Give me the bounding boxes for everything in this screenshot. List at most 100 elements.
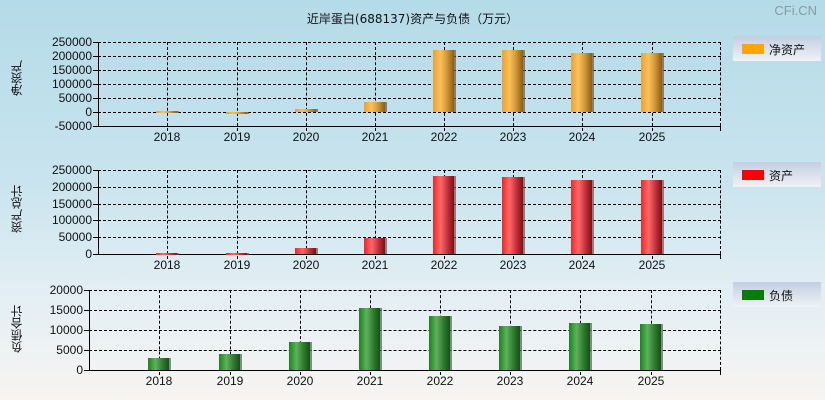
plot-frame-top [98, 170, 721, 171]
net-assets-bar-2021[interactable] [364, 102, 385, 112]
x-axis-line [98, 126, 721, 127]
y-tick-label: 50000 [58, 91, 92, 105]
y-axis-line [89, 290, 90, 370]
gridline-vertical [167, 42, 168, 131]
net-assets-bar-2023[interactable] [502, 50, 523, 112]
total-assets-bar-2019[interactable] [226, 252, 247, 255]
y-tick-label: 5000 [56, 343, 83, 357]
legend-label: 资产 [769, 169, 794, 183]
total-assets-bar-2025[interactable] [641, 180, 662, 254]
total-assets-plot-area [98, 170, 721, 259]
y-tick-label: 150000 [51, 196, 92, 211]
x-axis-end-tick [720, 126, 721, 131]
legend-label: 负债 [769, 289, 794, 303]
x-tick-label: 2018 [153, 130, 181, 144]
y-tick-mark [84, 310, 89, 311]
net-assets-bar-2020[interactable] [295, 109, 316, 112]
y-tick-mark [93, 112, 98, 113]
total-liabilities-plot-area [89, 290, 721, 375]
gridline-vertical [375, 170, 376, 259]
y-tick-mark [93, 42, 98, 43]
x-tick-label: 2022 [430, 258, 458, 272]
gridline-vertical [375, 42, 376, 131]
x-tick-label: 2023 [499, 258, 527, 272]
gridline-vertical [237, 42, 238, 131]
y-tick-label: 0 [76, 363, 83, 377]
gridline-vertical [306, 170, 307, 259]
net-assets-bar-2018[interactable] [156, 111, 177, 114]
x-tick-label: 2025 [638, 258, 666, 272]
x-tick-label: 2019 [223, 258, 251, 272]
gridline-horizontal [89, 330, 721, 331]
net-assets-bar-2025[interactable] [641, 53, 662, 112]
y-tick-mark [84, 330, 89, 331]
y-tick-label: 150000 [51, 63, 92, 77]
y-tick-label: 100000 [51, 213, 92, 228]
y-tick-label: 200000 [51, 179, 92, 194]
x-tick-label: 2020 [292, 258, 320, 272]
y-tick-mark [93, 56, 98, 57]
plot-frame-top [89, 290, 721, 291]
y-tick-mark [93, 170, 98, 171]
total-assets-legend[interactable]: 资产 [733, 162, 821, 187]
y-tick-label: 0 [85, 105, 92, 119]
net-assets-legend[interactable]: 净资产 [733, 36, 821, 61]
plot-frame-right [720, 290, 721, 370]
total-assets-bar-2022[interactable] [433, 176, 454, 254]
x-tick-label: 2024 [566, 374, 594, 388]
x-axis-end-tick [720, 254, 721, 259]
total-liabilities-bar-2023[interactable] [499, 326, 520, 370]
legend-label: 净资产 [769, 43, 806, 57]
gridline-vertical [159, 290, 160, 375]
y-tick-label: 250000 [51, 163, 92, 177]
plot-frame-right [720, 170, 721, 254]
y-tick-mark [93, 203, 98, 205]
x-tick-label: 2025 [638, 130, 666, 144]
y-axis-line [98, 42, 99, 126]
x-tick-label: 2018 [145, 374, 173, 388]
y-tick-label: -50000 [54, 119, 92, 133]
total-liabilities-bar-2025[interactable] [640, 324, 661, 370]
y-tick-mark [93, 237, 98, 239]
y-tick-label: 0 [85, 247, 92, 261]
x-tick-label: 2025 [637, 374, 665, 388]
net-assets-bar-2019[interactable] [226, 112, 247, 114]
total-assets-bar-2018[interactable] [156, 252, 177, 255]
total-assets-bar-2023[interactable] [502, 177, 523, 254]
x-tick-label: 2024 [568, 130, 596, 144]
total-liabilities-bar-2019[interactable] [219, 354, 240, 370]
y-tick-mark [84, 290, 89, 291]
x-tick-label: 2021 [361, 130, 389, 144]
chart-title: 近岸蛋白(688137)资产与负债（万元） [306, 12, 519, 26]
total-liabilities-bar-2022[interactable] [429, 316, 450, 370]
x-tick-label: 2022 [430, 130, 458, 144]
gridline-horizontal [98, 84, 721, 85]
net-assets-bar-2024[interactable] [571, 53, 592, 112]
gridline-horizontal [89, 350, 721, 351]
y-tick-mark [84, 350, 89, 351]
total-liabilities-bar-2020[interactable] [289, 342, 310, 370]
total-liabilities-legend[interactable]: 负债 [733, 282, 821, 307]
net-assets-bar-2022[interactable] [433, 50, 454, 112]
total-liabilities-bar-2018[interactable] [148, 358, 169, 370]
legend-swatch [742, 44, 764, 54]
total-assets-bar-2024[interactable] [571, 180, 592, 254]
y-tick-label: 200000 [51, 49, 92, 63]
total-assets-bar-2021[interactable] [364, 237, 385, 254]
gridline-horizontal [98, 237, 721, 239]
y-tick-mark [84, 370, 89, 371]
net-assets-plot-area [98, 42, 721, 131]
total-assets-bar-2020[interactable] [295, 248, 316, 254]
x-tick-label: 2019 [216, 374, 244, 388]
y-tick-label: 20000 [49, 283, 83, 297]
y-axis-line [98, 170, 99, 254]
total-liabilities-bar-2024[interactable] [569, 322, 590, 370]
x-tick-label: 2018 [153, 258, 181, 272]
total-liabilities-bar-2021[interactable] [359, 308, 380, 370]
y-tick-mark [93, 98, 98, 99]
y-tick-mark [93, 126, 98, 127]
gridline-vertical [306, 42, 307, 131]
gridline-vertical [167, 170, 168, 259]
gridline-horizontal [98, 186, 721, 188]
x-tick-label: 2020 [286, 374, 314, 388]
